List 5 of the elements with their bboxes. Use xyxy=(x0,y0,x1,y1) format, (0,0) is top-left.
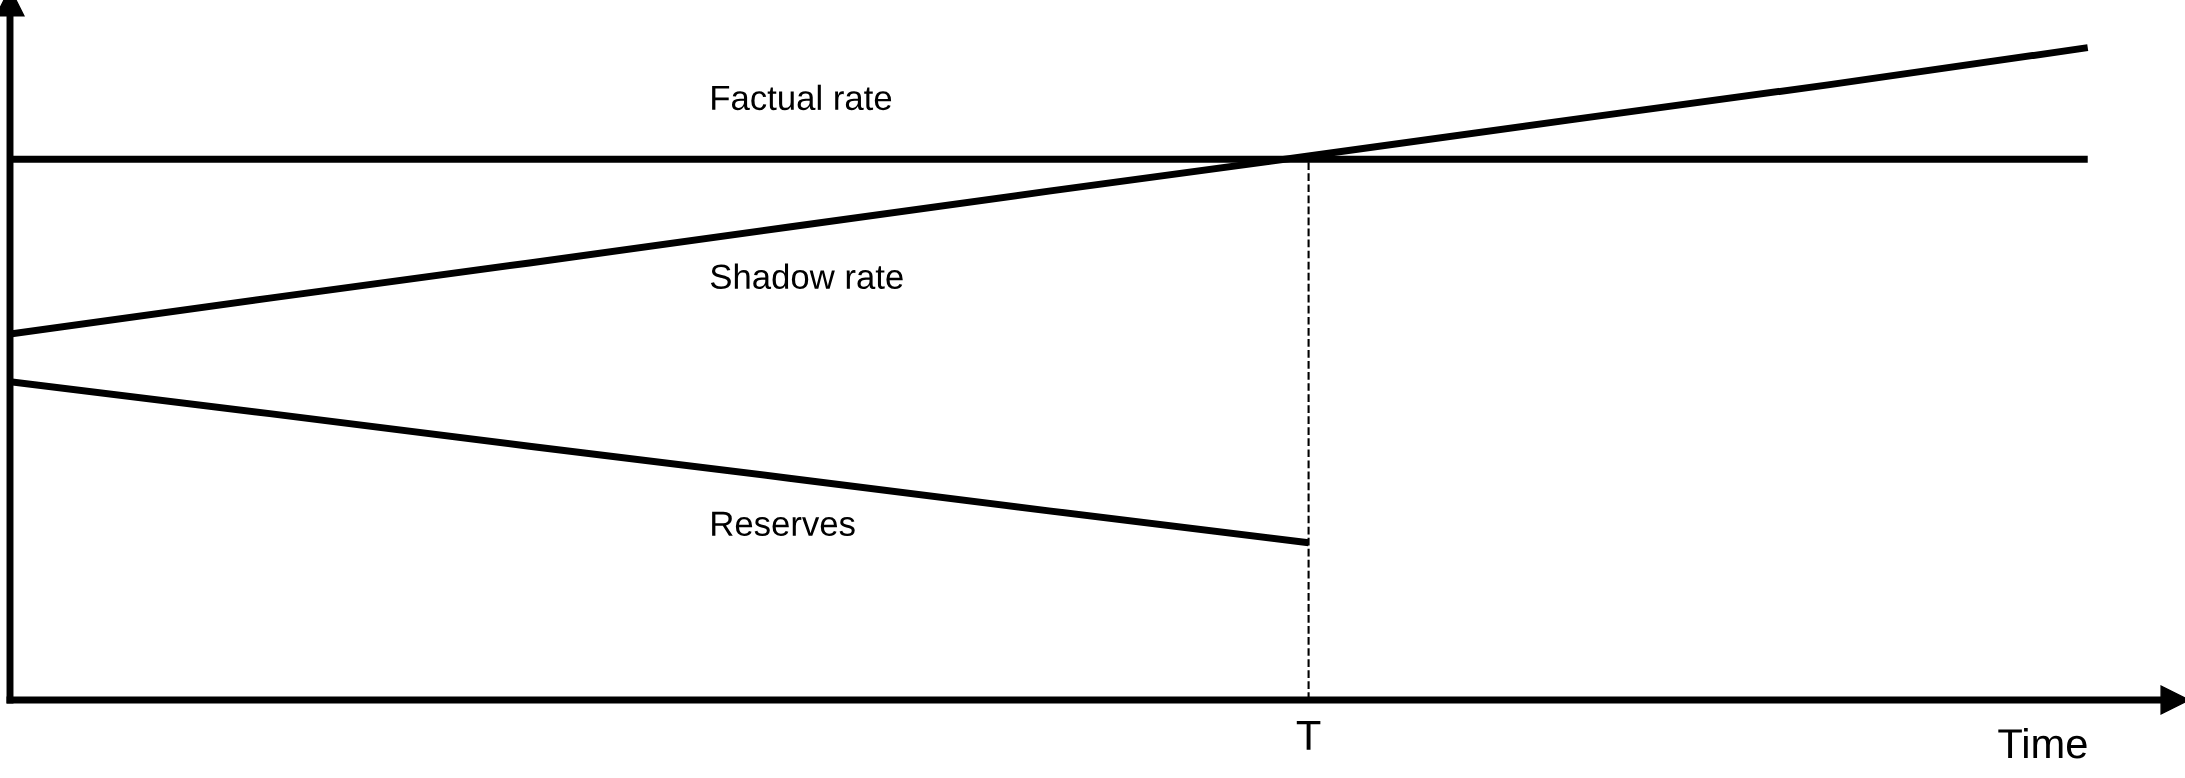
text: T xyxy=(1296,720,1321,750)
series-label: Factual rate xyxy=(712,84,892,111)
x-axis-title: Time xyxy=(1998,727,2087,759)
series-label: Shadow rate xyxy=(710,263,903,290)
series-label: Reserves xyxy=(712,511,855,537)
